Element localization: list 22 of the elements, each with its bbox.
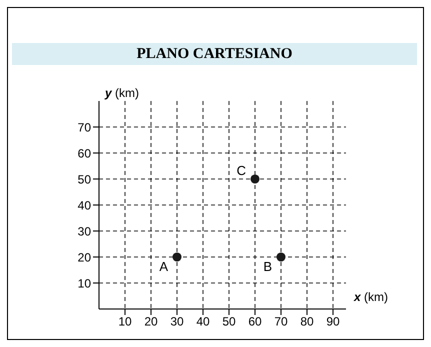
x-tick-label: 60 (248, 314, 262, 329)
y-tick-label: 40 (78, 198, 92, 212)
y-tick-label: 70 (78, 120, 92, 134)
y-tick-label: 20 (78, 250, 92, 264)
y-tick-label: 10 (78, 276, 92, 290)
x-tick-label: 50 (222, 314, 236, 329)
y-axis-title: y (km) (104, 86, 140, 100)
x-tick-label: 80 (300, 314, 314, 329)
x-tick-label: 30 (170, 314, 184, 329)
y-tick-label: 30 (78, 224, 92, 238)
chart-title: PLANO CARTESIANO (12, 43, 417, 65)
annotation: B (263, 259, 272, 274)
x-tick-label: 40 (196, 314, 210, 329)
x-tick-label: 20 (144, 314, 158, 329)
x-tick-label: 10 (118, 314, 132, 329)
x-tick-label: 90 (326, 314, 340, 329)
annotation: A (159, 259, 168, 274)
annotation: C (236, 163, 246, 178)
x-axis-title: x (km) (353, 290, 388, 304)
y-tick-label: 50 (78, 172, 92, 186)
x-tick-label: 70 (274, 314, 288, 329)
y-tick-label: 60 (78, 146, 92, 160)
